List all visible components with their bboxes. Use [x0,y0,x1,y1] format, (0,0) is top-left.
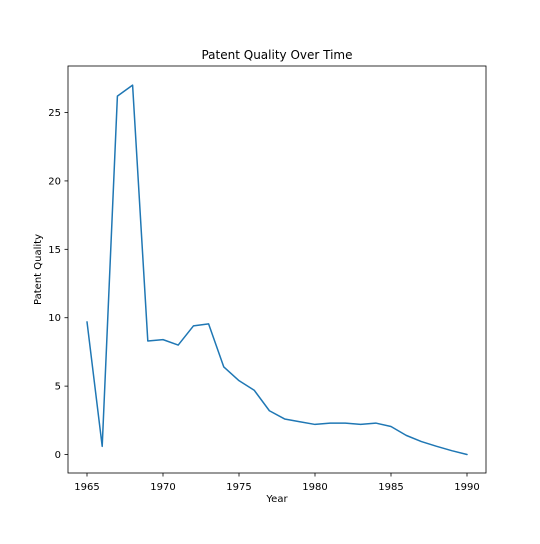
x-tick-label: 1990 [454,482,479,493]
plot-area [68,66,486,473]
x-tick-label: 1980 [302,482,327,493]
y-tick-label: 0 [55,450,61,461]
y-tick-label: 20 [48,176,61,187]
y-tick-label: 15 [48,245,61,256]
y-tick-label: 5 [55,382,61,393]
x-tick-label: 1985 [378,482,403,493]
y-tick-label: 10 [48,313,61,324]
y-axis-label: Patent Quality [33,234,44,305]
x-tick-label: 1975 [226,482,251,493]
x-axis-label: Year [265,494,288,505]
chart-title: Patent Quality Over Time [201,48,352,62]
y-tick-label: 25 [48,108,61,119]
x-tick-label: 1965 [74,482,99,493]
x-tick-label: 1970 [150,482,175,493]
